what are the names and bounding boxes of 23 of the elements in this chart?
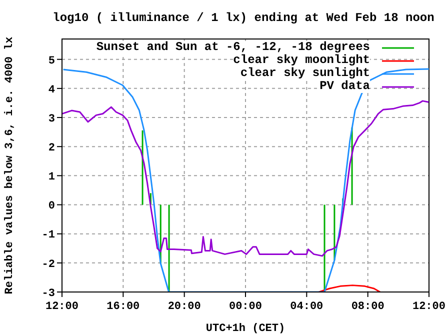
x-tick-label: 04:00 [290, 300, 324, 313]
y-tick-label: 4 [48, 84, 56, 96]
x-tick-label: 20:00 [168, 300, 201, 313]
x-tick-label: 16:00 [106, 300, 140, 313]
x-tick-label: 12:00 [412, 300, 446, 313]
chart-title: log10 ( illuminance / 1 lx) ending at Wed Feb 18 noon [52, 11, 436, 25]
y-tick-label: 5 [48, 55, 56, 68]
x-tick-label: 08:00 [351, 300, 384, 313]
y-tick-label: -1 [42, 230, 56, 242]
x-tick-label: 12:00 [45, 300, 79, 313]
legend-label: clear sky sunlight [240, 66, 370, 80]
y-tick-label: 1 [48, 172, 56, 184]
y-tick-label: 3 [48, 113, 56, 126]
x-axis-title: UTC+1h (CET) [206, 323, 286, 335]
y-tick-label: 2 [48, 142, 55, 155]
legend-label: clear sky moonlight [233, 53, 370, 67]
y-tick-label: -3 [42, 288, 56, 300]
y-axis-title: Reliable values below 3,6, i.e. 4000 lx [4, 36, 16, 294]
y-tick-label: 0 [48, 200, 55, 213]
y-tick-label: -2 [42, 258, 55, 271]
legend-label: Sunset and Sun at -6, -12, -18 degrees [96, 40, 370, 54]
legend-label: PV data [320, 79, 370, 93]
x-tick-label: 00:00 [228, 300, 262, 313]
